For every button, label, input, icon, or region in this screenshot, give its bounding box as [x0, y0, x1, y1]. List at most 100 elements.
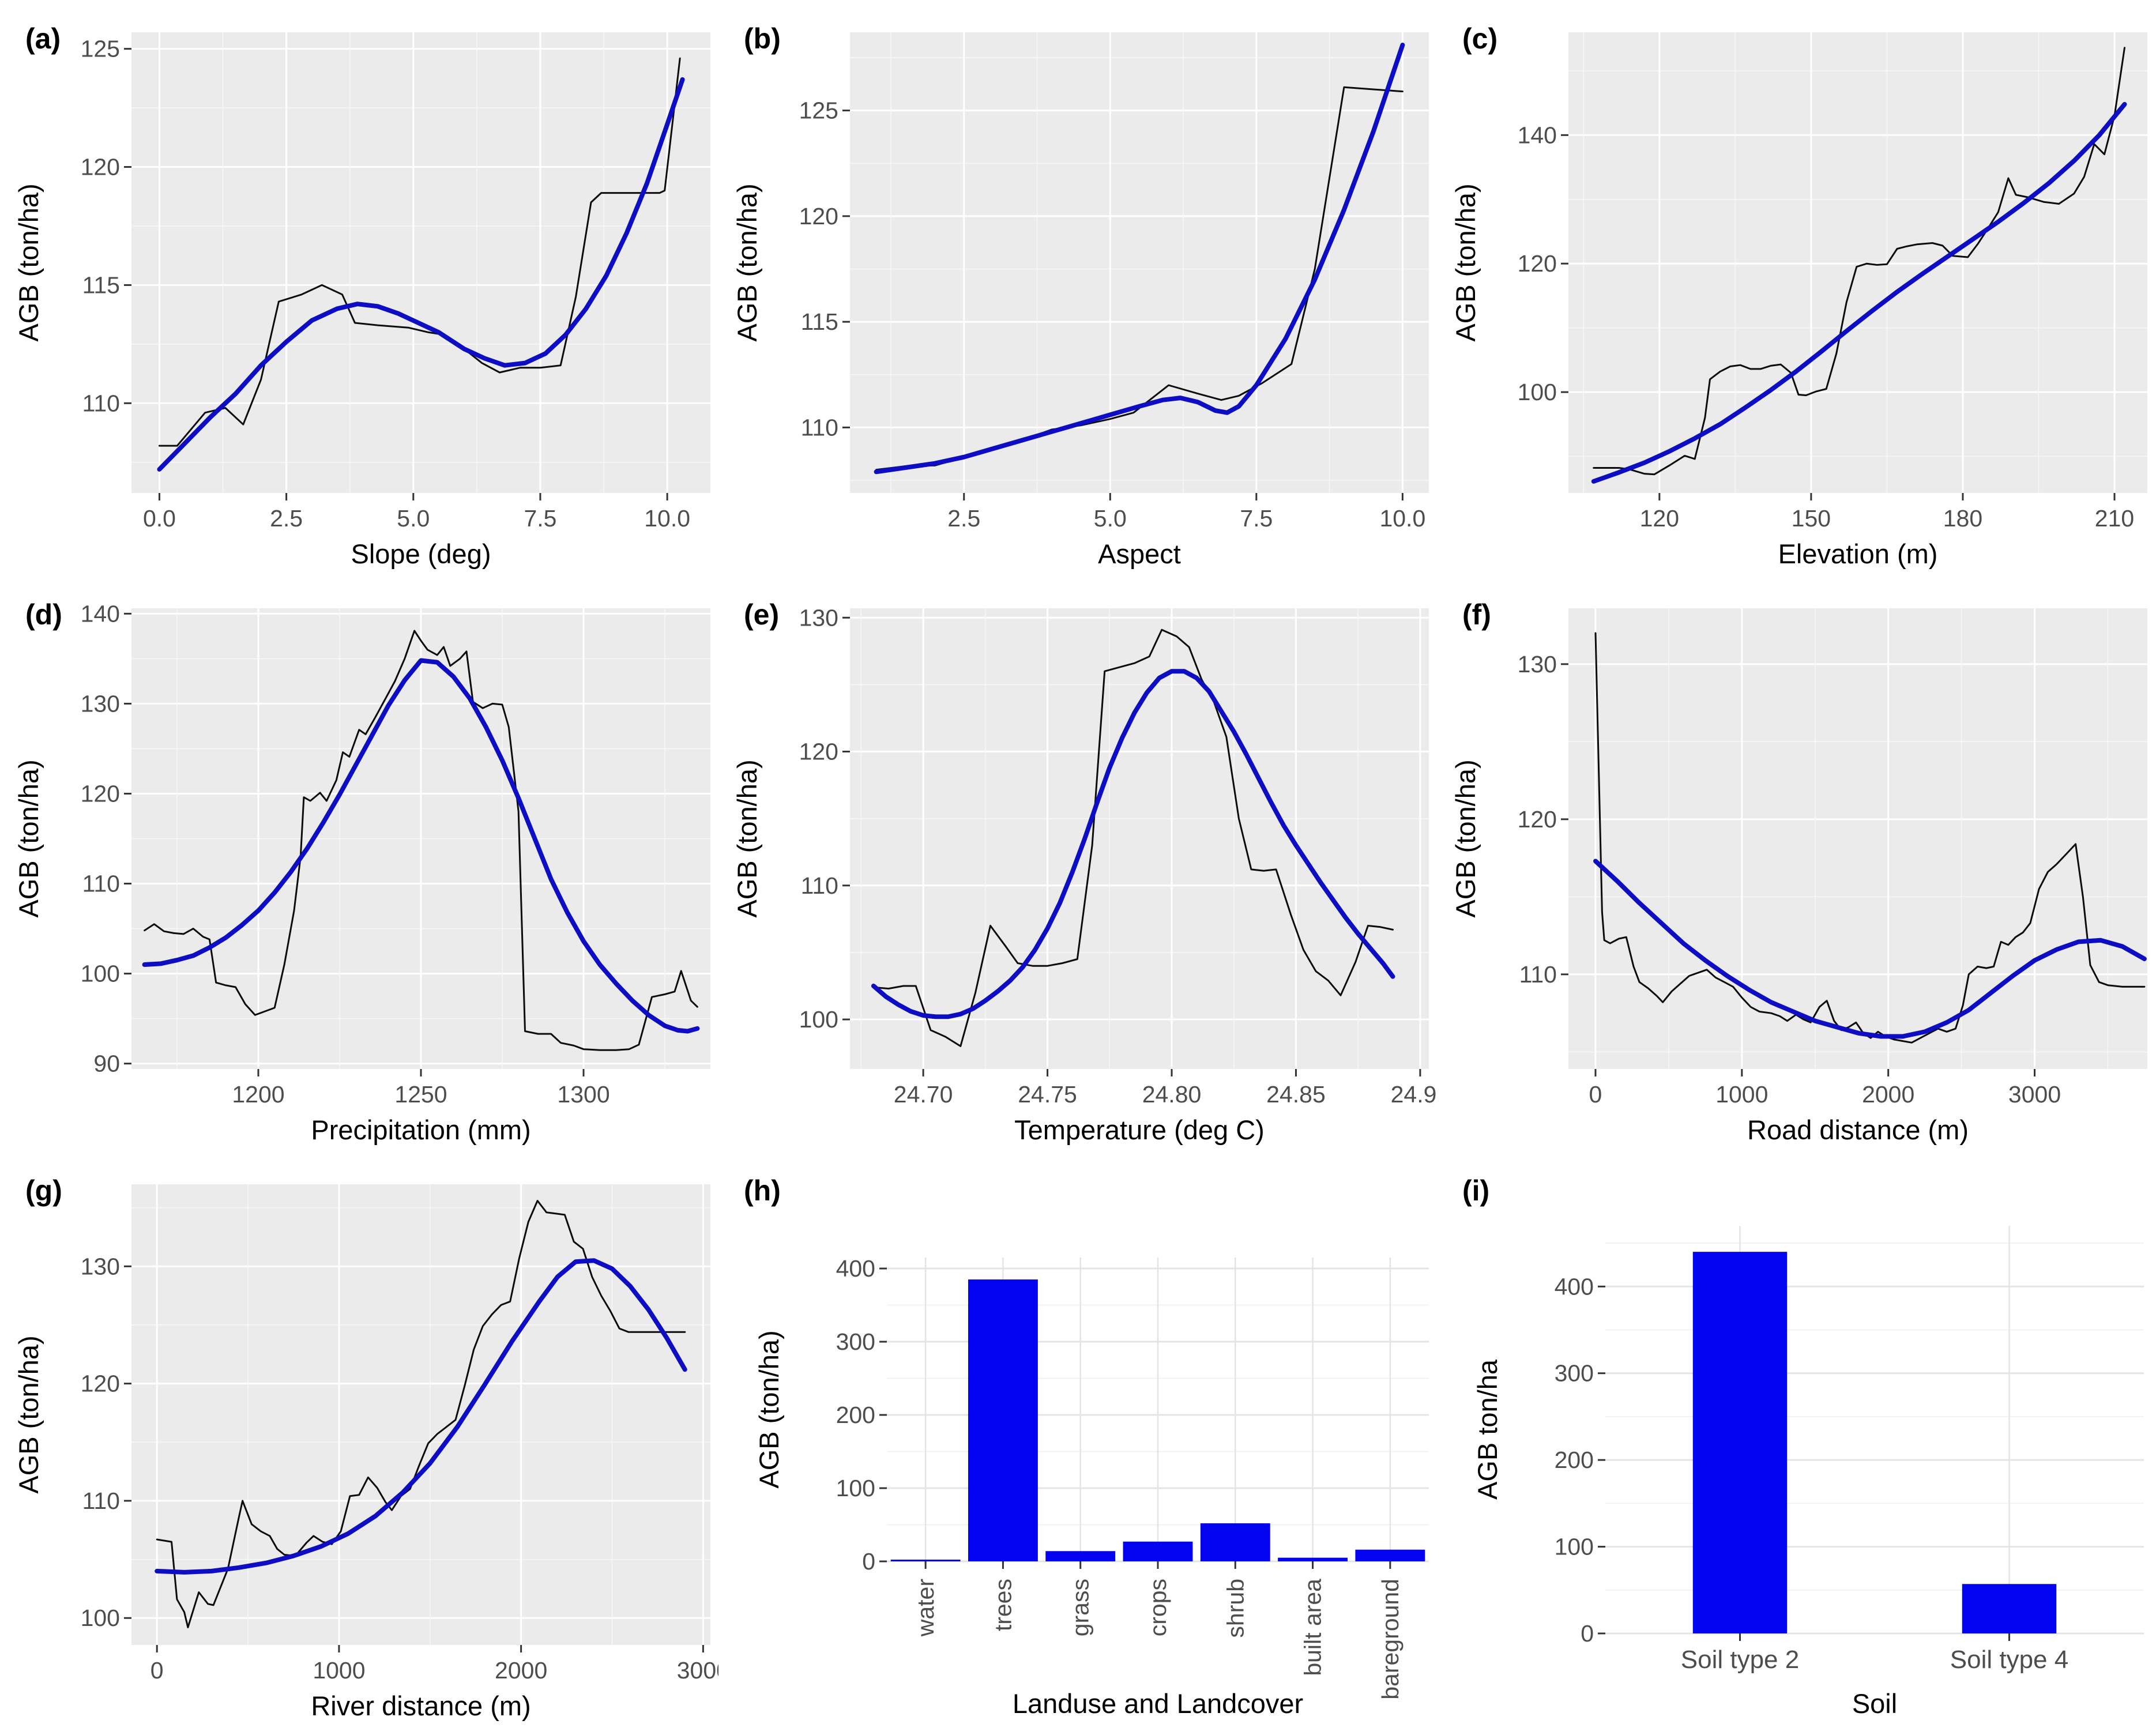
panel-i: Soil type 2 Soil type 4 0 100 200 300 400 Soil A…: [1437, 1152, 2155, 1728]
panel-letter: (b): [744, 22, 781, 55]
chart-g: 0 1000 2000 3000 100 110 120 130 River distance …: [13, 1174, 718, 1721]
y-tick-label: 100: [81, 1605, 120, 1631]
y-axis-title: AGB (ton/ha): [1450, 759, 1481, 917]
panel-letter: (d): [25, 598, 62, 631]
y-tick-label: 125: [81, 36, 120, 62]
y-tick-label: 125: [799, 97, 838, 124]
smooth-curve: [1593, 859, 2147, 1039]
y-tick-label: 120: [1518, 806, 1557, 833]
y-tick-label: 140: [1518, 122, 1557, 148]
data-line: [1594, 632, 2146, 1044]
plot-background: [1568, 608, 2147, 1069]
plot-background: [850, 608, 1429, 1069]
chart-a: 0.0 2.5 5.0 7.5 10.0 110 115 120 125 Slope (deg) A…: [13, 22, 710, 569]
y-tick-label: 200: [836, 1402, 875, 1428]
plot-background: [1568, 32, 2147, 493]
panel-d: 1200 1250 1300 90 100 110 120 130 140 Precipitati…: [0, 576, 718, 1152]
y-tick-label: 120: [799, 739, 838, 765]
panel-letter: (c): [1462, 22, 1497, 55]
y-axis-title: AGB (ton/ha): [13, 183, 44, 341]
y-tick-label: 110: [1519, 961, 1557, 988]
x-axis-title: Soil: [1852, 1688, 1897, 1719]
chart-f: 0 1000 2000 3000 110 120 130 Road distance (m) A…: [1450, 598, 2147, 1145]
x-tick-label: 5.0: [397, 505, 430, 532]
x-tick-label: 0.0: [143, 505, 176, 532]
y-tick-label: 100: [1518, 379, 1557, 405]
x-tick-label: 24.70: [894, 1081, 953, 1108]
y-tick-label: 120: [81, 780, 120, 807]
x-tick-label: 2000: [495, 1657, 547, 1684]
y-tick-label: 100: [81, 961, 120, 987]
y-tick-label: 200: [1555, 1447, 1594, 1473]
x-tick-label: 210: [2095, 505, 2134, 532]
x-tick-label: 24.85: [1266, 1081, 1326, 1108]
bar-water: [890, 1560, 961, 1561]
x-tick-label: 5.0: [1094, 505, 1127, 532]
x-tick-label: 1250: [394, 1081, 447, 1108]
bar-built-area: [1278, 1557, 1348, 1561]
chart-h: water trees grass crops shrub built area bareg…: [744, 1174, 1429, 1719]
y-tick-label: 0: [1581, 1620, 1594, 1647]
bar-Soil-type-4: [1962, 1584, 2057, 1633]
x-tick-label: shrub: [1222, 1579, 1248, 1638]
y-axis-title: AGB (ton/ha): [13, 1335, 44, 1493]
x-axis-title: Slope (deg): [351, 539, 491, 569]
y-axis-title: AGB (ton/ha): [13, 759, 44, 917]
y-tick-label: 120: [1518, 250, 1557, 277]
x-tick-label: Soil type 4: [1950, 1646, 2068, 1674]
x-tick-label: 180: [1943, 505, 1982, 532]
y-tick-label: 100: [799, 1006, 838, 1033]
y-tick-label: 120: [81, 1371, 120, 1397]
smooth-curve: [874, 43, 1405, 475]
panel-letter: (e): [744, 598, 779, 631]
x-tick-label: 2.5: [947, 505, 980, 532]
smooth-curve: [155, 1258, 687, 1575]
x-axis-title: Elevation (m): [1778, 539, 1938, 569]
plot-background: [131, 32, 710, 493]
y-tick-label: 110: [801, 414, 838, 441]
y-axis-title: AGB (ton/ha): [732, 759, 762, 917]
x-tick-label: 24.80: [1142, 1081, 1202, 1108]
panel-c: 120 150 180 210 100 120 140 Elevation (m) AGB (t…: [1437, 0, 2155, 576]
x-tick-label: 2000: [1862, 1081, 1914, 1108]
x-tick-label: grass: [1067, 1579, 1094, 1636]
x-tick-label: 1000: [313, 1657, 365, 1684]
y-tick-label: 400: [1555, 1273, 1594, 1300]
y-tick-label: 100: [1555, 1534, 1594, 1560]
smooth-curve: [871, 669, 1395, 1019]
x-axis-title: Aspect: [1098, 539, 1181, 569]
panel-letter: (i): [1462, 1174, 1489, 1207]
x-tick-label: 1300: [557, 1081, 609, 1108]
panel-h: water trees grass crops shrub built area bareg…: [718, 1152, 1437, 1728]
x-tick-label: 24.75: [1018, 1081, 1077, 1108]
x-tick-label: water: [912, 1579, 939, 1637]
smooth-curve: [1591, 101, 2127, 484]
x-axis-title: Precipitation (mm): [311, 1115, 530, 1145]
x-tick-label: 1000: [1715, 1081, 1768, 1108]
panel-letter: (f): [1462, 598, 1491, 631]
x-tick-label: bareground: [1377, 1579, 1404, 1700]
x-tick-label: crops: [1145, 1579, 1171, 1636]
y-tick-label: 90: [93, 1051, 120, 1077]
panel-letter: (h): [744, 1174, 781, 1207]
chart-b: 2.5 5.0 7.5 10.0 110 115 120 125 Aspect AGB (ton/…: [732, 22, 1429, 569]
y-axis-title: AGB (ton/ha): [754, 1330, 784, 1488]
plot-background: [850, 32, 1429, 493]
y-tick-label: 130: [81, 690, 120, 717]
y-tick-label: 130: [1518, 651, 1557, 677]
x-tick-label: 7.5: [524, 505, 556, 532]
chart-e: 24.70 24.75 24.80 24.85 24.90 100 110 120 130 Tem…: [732, 598, 1437, 1145]
x-tick-label: 10.0: [644, 505, 690, 532]
panel-e: 24.70 24.75 24.80 24.85 24.90 100 110 120 130 Tem…: [718, 576, 1437, 1152]
y-tick-label: 110: [82, 871, 120, 897]
y-tick-label: 0: [862, 1548, 875, 1575]
smooth-curve: [157, 77, 685, 472]
y-tick-label: 130: [81, 1253, 120, 1279]
y-tick-label: 130: [799, 604, 838, 631]
panel-letter: (a): [25, 22, 61, 55]
y-tick-label: 110: [801, 872, 838, 899]
y-tick-label: 300: [836, 1328, 875, 1355]
x-tick-label: trees: [989, 1579, 1016, 1631]
x-axis-title: Temperature (deg C): [1014, 1115, 1265, 1145]
